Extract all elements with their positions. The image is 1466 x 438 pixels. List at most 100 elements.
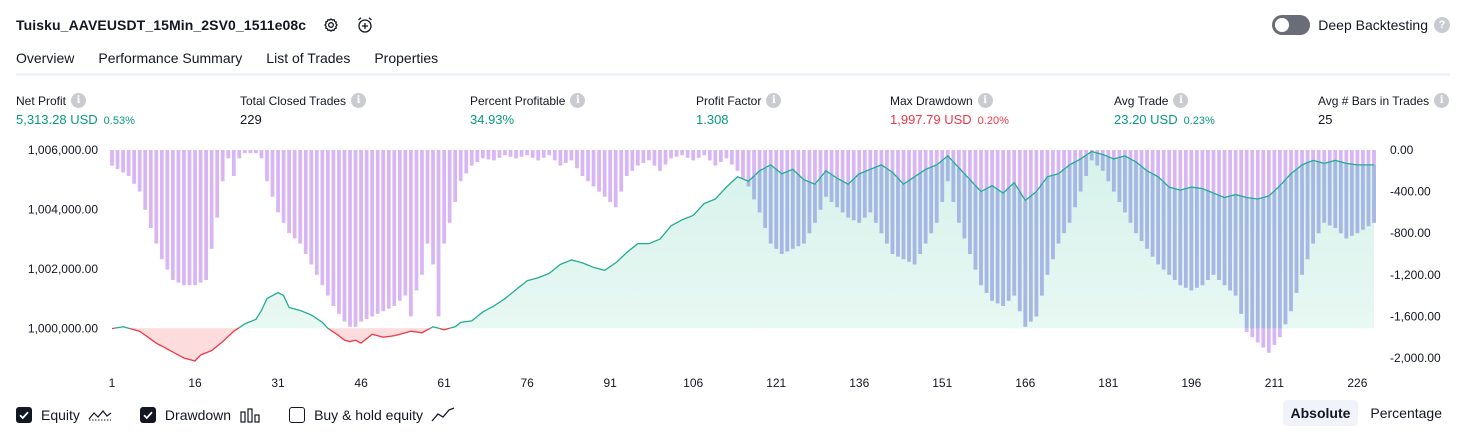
x-tick-label: 46 <box>354 376 368 390</box>
drawdown-bar <box>375 150 380 314</box>
drawdown-bar <box>159 150 164 260</box>
drawdown-bar <box>724 150 729 159</box>
info-icon[interactable]: i <box>766 93 782 108</box>
drawdown-bar-overlap <box>934 164 939 223</box>
x-tick-label: 91 <box>603 376 617 390</box>
drawdown-bar-overlap <box>1233 194 1238 296</box>
drawdown-bar-overlap <box>1028 196 1033 322</box>
drawdown-bar-overlap <box>1344 163 1349 239</box>
info-icon[interactable]: i <box>1434 93 1450 108</box>
metric-label: Avg # Bars in Trades <box>1318 93 1430 108</box>
drawdown-bar-overlap <box>929 167 934 234</box>
equity-checkbox[interactable] <box>16 407 32 423</box>
metric-label: Avg Trade <box>1114 93 1169 108</box>
drawdown-bar-overlap <box>807 181 812 234</box>
x-tick-label: 211 <box>1265 376 1284 390</box>
x-tick-label: 106 <box>683 376 703 390</box>
drawdown-bar <box>143 150 148 210</box>
deep-backtesting-toggle[interactable] <box>1272 15 1311 35</box>
drawdown-bar-overlap <box>1062 169 1066 234</box>
drawdown-bar-overlap <box>785 171 790 252</box>
drawdown-bar-overlap <box>918 173 923 254</box>
equity-line <box>238 291 330 330</box>
buy-hold-checkbox[interactable] <box>289 407 306 423</box>
drawdown-bar <box>458 150 463 182</box>
drawdown-bar-overlap <box>846 184 851 218</box>
drawdown-checkbox[interactable] <box>139 407 156 423</box>
metric-label: Total Closed Trades <box>240 93 347 108</box>
gear-icon[interactable] <box>322 16 340 34</box>
info-icon[interactable]: i <box>570 93 586 108</box>
toggle-knob <box>1275 18 1290 32</box>
alarm-clock-plus-icon[interactable] <box>356 16 374 34</box>
drawdown-bar-overlap <box>1338 161 1343 234</box>
strategy-title: Tuisku_AAVEUSDT_15Min_2SV0_1511e08c <box>16 17 307 33</box>
drawdown-bar-overlap <box>1128 158 1133 223</box>
drawdown-bars-icon <box>239 407 261 423</box>
question-icon[interactable]: ? <box>1434 17 1450 33</box>
drawdown-bar-overlap <box>907 180 911 262</box>
drawdown-bar <box>519 150 524 157</box>
legend-buy-hold[interactable]: Buy & hold equity <box>289 407 455 423</box>
metric-label: Profit Factor <box>696 93 762 108</box>
tab-overview[interactable]: Overview <box>16 44 75 76</box>
x-tick-label: 226 <box>1347 376 1367 390</box>
drawdown-bar <box>624 150 629 176</box>
drawdown-bar <box>608 150 613 202</box>
legend-drawdown[interactable]: Drawdown <box>139 407 261 423</box>
equity-line-icon <box>88 407 112 423</box>
absolute-button[interactable]: Absolute <box>1282 400 1359 426</box>
tab-performance-summary[interactable]: Performance Summary <box>98 50 243 66</box>
drawdown-bar-overlap <box>879 164 884 234</box>
drawdown-bar <box>137 150 142 192</box>
drawdown-bar <box>680 150 684 156</box>
y-left-tick-label: 1,004,000.00 <box>28 202 98 216</box>
metric-percent: 0.53% <box>103 115 135 127</box>
drawdown-bar <box>248 150 253 154</box>
y-right-tick-label: -1,600.00 <box>1390 309 1441 323</box>
drawdown-bar-overlap <box>1322 163 1327 223</box>
info-icon[interactable]: i <box>977 93 993 108</box>
metric-label: Percent Profitable <box>470 93 566 108</box>
metric-value: 1,997.79 USD <box>890 112 972 127</box>
info-icon[interactable]: i <box>1173 93 1189 108</box>
info-icon[interactable]: i <box>71 93 87 108</box>
metric-value: 1.308 <box>696 112 729 127</box>
drawdown-bar <box>204 150 208 280</box>
drawdown-bar <box>514 150 518 159</box>
drawdown-bar-overlap <box>1006 187 1011 301</box>
drawdown-bar <box>276 150 280 213</box>
info-icon[interactable]: i <box>351 93 367 108</box>
drawdown-bar-overlap <box>824 170 828 197</box>
y-left-tick-label: 1,006,000.00 <box>28 143 98 157</box>
drawdown-bar <box>325 150 330 296</box>
drawdown-bar-overlap <box>973 185 978 270</box>
percentage-button[interactable]: Percentage <box>1370 405 1442 421</box>
drawdown-bar <box>292 150 297 239</box>
drawdown-bar <box>541 150 546 158</box>
drawdown-bar <box>254 150 258 154</box>
strategy-header: Tuisku_AAVEUSDT_15Min_2SV0_1511e08c <box>16 12 374 38</box>
drawdown-bar-overlap <box>1361 164 1365 230</box>
drawdown-bar-overlap <box>940 160 945 202</box>
tab-list-of-trades[interactable]: List of Trades <box>266 50 351 66</box>
equity-line <box>439 327 450 331</box>
drawdown-bar-overlap <box>1111 158 1116 192</box>
metric-value: 229 <box>240 112 262 127</box>
tab-properties[interactable]: Properties <box>374 50 439 66</box>
drawdown-bar <box>530 150 535 158</box>
metric-value: 5,313.28 USD <box>16 112 98 127</box>
legend-equity[interactable]: Equity <box>16 407 112 423</box>
drawdown-bar-overlap <box>1349 164 1354 236</box>
chart-legend: Equity Drawdown Buy & hold equity <box>16 403 483 427</box>
metric-total-closed-trades: Total Closed Trades i 229 <box>240 93 367 127</box>
drawdown-bar-overlap <box>1333 160 1338 228</box>
drawdown-bar <box>469 150 474 166</box>
drawdown-bar <box>552 150 557 161</box>
drawdown-bar <box>492 150 496 161</box>
drawdown-bar <box>126 150 131 176</box>
metric-profit-factor: Profit Factor i 1.308 <box>696 93 782 127</box>
deep-backtesting: Deep Backtesting ? <box>1272 12 1450 38</box>
drawdown-bar-overlap <box>1040 184 1044 296</box>
drawdown-bar <box>536 150 541 161</box>
